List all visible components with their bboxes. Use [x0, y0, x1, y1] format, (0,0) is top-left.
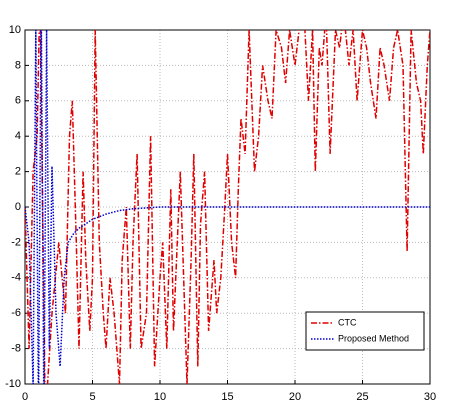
data-line — [25, 30, 430, 384]
x-tick-label: 15 — [221, 391, 233, 403]
y-tick-label: 6 — [15, 95, 21, 107]
y-tick-label: 10 — [9, 24, 21, 36]
y-tick-label: -6 — [11, 307, 21, 319]
legend-label: Proposed Method — [338, 333, 409, 343]
legend-box — [305, 311, 425, 351]
x-tick-label: 25 — [356, 391, 368, 403]
x-tick-label: 5 — [89, 391, 95, 403]
y-tick-label: 4 — [15, 130, 21, 142]
x-tick-label: 10 — [154, 391, 166, 403]
y-tick-label: -8 — [11, 343, 21, 355]
x-tick-label: 20 — [289, 391, 301, 403]
y-tick-label: 2 — [15, 166, 21, 178]
y-tick-label: -2 — [11, 236, 21, 248]
y-tick-label: -4 — [11, 272, 21, 284]
legend-label: CTC — [338, 317, 357, 327]
x-tick-label: 0 — [22, 391, 28, 403]
y-tick-label: 0 — [15, 201, 21, 213]
y-tick-label: -10 — [5, 378, 21, 390]
x-tick-label: 30 — [424, 391, 436, 403]
plot-lines — [25, 30, 430, 384]
y-tick-label: 8 — [15, 59, 21, 71]
